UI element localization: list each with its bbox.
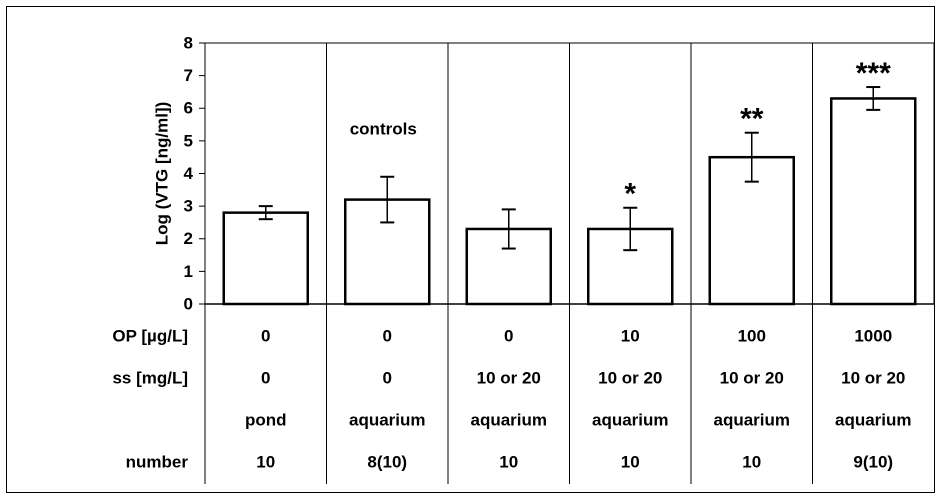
y-tick-label: 0	[184, 294, 193, 313]
significance-marker: ***	[856, 57, 891, 90]
table-cell: 0	[261, 368, 270, 387]
y-tick-label: 4	[184, 164, 194, 183]
y-tick-label: 5	[184, 131, 193, 150]
table-cell: 0	[383, 326, 392, 345]
table-cell: 10 or 20	[720, 368, 784, 387]
table-cell: 10	[621, 326, 640, 345]
table-cell: 10 or 20	[841, 368, 905, 387]
table-cell: 10	[742, 452, 761, 471]
bar	[830, 97, 917, 306]
controls-annotation: controls	[350, 119, 417, 138]
y-tick-label: 2	[184, 229, 193, 248]
table-row-label: ss [mg/L]	[112, 368, 188, 387]
y-tick-label: 8	[184, 33, 193, 52]
table-cell: 8(10)	[367, 452, 407, 471]
table-cell: 0	[383, 368, 392, 387]
table-cell: 1000	[854, 326, 892, 345]
table-cell: aquarium	[349, 410, 426, 429]
table-cell: 0	[504, 326, 513, 345]
table-cell: aquarium	[713, 410, 790, 429]
y-tick-label: 7	[184, 66, 193, 85]
table-cell: 10 or 20	[477, 368, 541, 387]
significance-marker: *	[624, 178, 636, 211]
table-cell: aquarium	[835, 410, 912, 429]
table-cell: aquarium	[470, 410, 547, 429]
y-tick-label: 3	[184, 197, 193, 216]
table-cell: 10	[621, 452, 640, 471]
bar	[222, 211, 309, 306]
y-tick-label: 6	[184, 99, 193, 118]
y-axis-title: Log (VTG [ng/ml])	[152, 102, 171, 246]
table-cell: pond	[245, 410, 287, 429]
table-cell: 10 or 20	[598, 368, 662, 387]
table-cell: 100	[738, 326, 766, 345]
table-row-label: OP [µg/L]	[112, 326, 188, 345]
table-cell: 9(10)	[853, 452, 893, 471]
y-tick-label: 1	[184, 262, 193, 281]
table-cell: 10	[256, 452, 275, 471]
table-row-label: number	[126, 452, 189, 471]
table-cell: aquarium	[592, 410, 669, 429]
table-cell: 10	[499, 452, 518, 471]
significance-marker: **	[740, 103, 764, 136]
table-cell: 0	[261, 326, 270, 345]
